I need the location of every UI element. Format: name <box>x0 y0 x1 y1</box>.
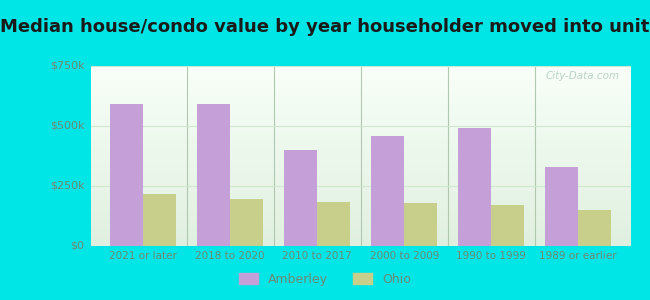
Text: Median house/condo value by year householder moved into unit: Median house/condo value by year househo… <box>0 18 650 36</box>
Text: $0: $0 <box>70 241 84 251</box>
Text: $500k: $500k <box>50 121 84 131</box>
Text: $750k: $750k <box>50 61 84 71</box>
Bar <box>404 203 437 246</box>
Bar <box>230 199 263 246</box>
Text: City-Data.com: City-Data.com <box>545 71 619 81</box>
Bar <box>284 150 317 246</box>
Bar <box>371 136 404 246</box>
Legend: Amberley, Ohio: Amberley, Ohio <box>234 268 416 291</box>
Bar <box>545 167 578 246</box>
Bar <box>317 202 350 246</box>
Bar <box>197 104 230 246</box>
Text: $250k: $250k <box>50 181 84 191</box>
Bar <box>578 210 612 246</box>
Bar <box>110 104 143 246</box>
Bar <box>458 128 491 246</box>
Bar <box>143 194 176 246</box>
Bar <box>491 205 525 246</box>
